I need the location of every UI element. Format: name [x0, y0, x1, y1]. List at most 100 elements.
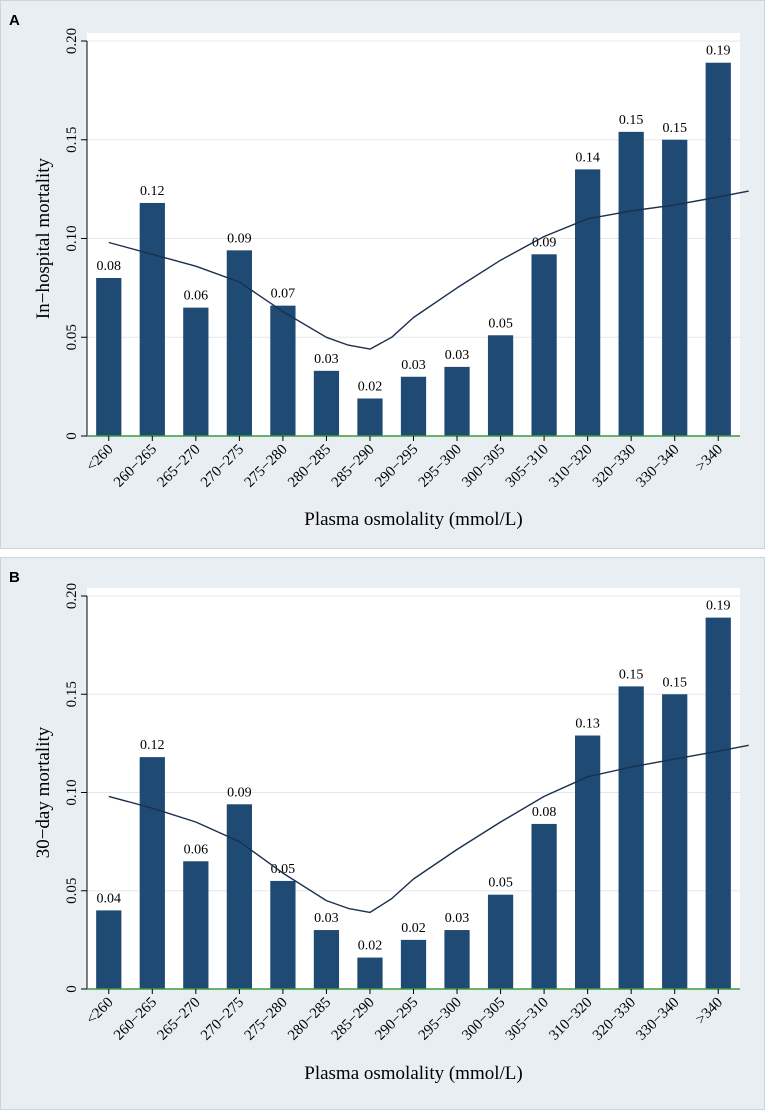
bar-11 — [575, 169, 601, 436]
y-tick-label: 0 — [64, 985, 80, 993]
bar-14 — [705, 62, 731, 436]
bar-value-label: 0.19 — [706, 599, 731, 614]
x-tick-label: 320−330 — [590, 442, 639, 491]
bar-value-label: 0.03 — [445, 348, 470, 363]
bar-13 — [662, 139, 688, 436]
bar-value-label: 0.08 — [532, 805, 557, 820]
y-tick-label: 0.10 — [64, 779, 80, 805]
bar-value-label: 0.15 — [619, 113, 644, 128]
fitted-curve — [108, 744, 749, 914]
x-tick-label: 305−310 — [503, 995, 552, 1044]
bar-value-label: 0.08 — [97, 259, 122, 274]
x-tick-label: 295−300 — [416, 442, 465, 491]
bar-value-label: 0.05 — [271, 862, 296, 877]
x-tick-label: 285−290 — [329, 442, 378, 491]
bar-value-label: 0.09 — [227, 785, 252, 800]
y-tick-label: 0.15 — [64, 681, 80, 707]
x-tick-label: <260 — [83, 442, 116, 475]
x-tick-label: 275−280 — [242, 995, 291, 1044]
fitted-curve — [108, 190, 749, 350]
bar-3 — [226, 804, 252, 989]
x-tick-label: 290−295 — [372, 442, 421, 491]
x-tick-label: 310−320 — [546, 995, 595, 1044]
bar-value-label: 0.05 — [488, 316, 513, 331]
bar-11 — [575, 735, 601, 989]
bar-value-label: 0.15 — [619, 667, 644, 682]
bar-value-label: 0.07 — [271, 287, 296, 302]
y-axis-title: In−hospital mortality — [33, 157, 54, 319]
bar-1 — [139, 202, 165, 436]
panel-label: B — [9, 569, 20, 586]
chart-a: A 0 0.05 0.10 0.15 0.20 In−hospital mortality 0… — [9, 12, 749, 530]
bar-4 — [270, 305, 296, 436]
y-tick-label: 0.05 — [64, 324, 80, 350]
x-tick-label: 300−305 — [459, 442, 508, 491]
x-tick-label: 300−305 — [459, 995, 508, 1044]
bar-value-label: 0.06 — [184, 842, 209, 857]
bar-value-label: 0.03 — [445, 911, 470, 926]
bar-4 — [270, 880, 296, 989]
bar-value-label: 0.02 — [358, 379, 383, 394]
x-tick-label: 265−270 — [155, 995, 204, 1044]
bar-value-label: 0.13 — [575, 717, 600, 732]
x-tick-label: <260 — [83, 995, 116, 1028]
bar-7 — [400, 939, 427, 989]
x-tick-label: 305−310 — [503, 442, 552, 491]
x-tick-label: 330−340 — [633, 442, 682, 491]
bar-value-label: 0.03 — [401, 358, 426, 373]
bar-8 — [444, 930, 470, 989]
y-tick-label: 0.05 — [64, 878, 80, 904]
bar-0 — [96, 278, 122, 436]
x-tick-label: 265−270 — [155, 442, 204, 491]
bar-2 — [183, 307, 209, 436]
bar-10 — [531, 823, 557, 989]
bar-5 — [313, 370, 340, 436]
x-tick-label: 310−320 — [546, 442, 595, 491]
bar-10 — [531, 254, 557, 436]
bar-14 — [705, 617, 731, 989]
panel-a: A 0 0.05 0.10 0.15 0.20 In−hospital mortality 0… — [0, 0, 765, 549]
bar-1 — [139, 757, 165, 989]
bar-value-label: 0.14 — [575, 150, 600, 165]
bar-9 — [487, 894, 514, 989]
x-tick-label: 280−285 — [285, 995, 334, 1044]
y-tick-label: 0.20 — [64, 583, 80, 609]
bar-6 — [357, 398, 383, 436]
y-tick-label: 0.15 — [64, 127, 80, 153]
x-tick-label: 320−330 — [590, 995, 639, 1044]
x-axis-title: Plasma osmolality (mmol/L) — [304, 509, 522, 530]
y-axis-title: 30−day mortality — [33, 726, 54, 858]
bar-2 — [183, 861, 209, 989]
bar-value-label: 0.09 — [532, 235, 557, 250]
bar-value-label: 0.19 — [706, 44, 731, 59]
bar-value-label: 0.15 — [662, 121, 687, 136]
bar-value-label: 0.06 — [184, 289, 209, 304]
bar-7 — [400, 376, 427, 436]
bar-5 — [313, 930, 340, 989]
x-tick-label: 270−275 — [198, 442, 247, 491]
x-tick-label: >340 — [693, 442, 726, 475]
bar-value-label: 0.12 — [140, 184, 165, 199]
bar-value-label: 0.02 — [401, 921, 426, 936]
y-tick-label: 0.10 — [64, 225, 80, 251]
bar-value-label: 0.15 — [662, 675, 687, 690]
x-tick-label: 275−280 — [242, 442, 291, 491]
bar-9 — [487, 335, 514, 436]
x-tick-label: 270−275 — [198, 995, 247, 1044]
y-tick-label: 0.20 — [64, 28, 80, 54]
bar-value-label: 0.09 — [227, 231, 252, 246]
bar-value-label: 0.04 — [97, 891, 122, 906]
x-tick-label: 290−295 — [372, 995, 421, 1044]
bar-12 — [618, 131, 644, 436]
x-tick-label: 260−265 — [111, 995, 160, 1044]
x-tick-label: 285−290 — [329, 995, 378, 1044]
bar-value-label: 0.12 — [140, 738, 165, 753]
panel-label: A — [9, 12, 20, 29]
x-tick-label: 330−340 — [633, 995, 682, 1044]
bar-6 — [357, 957, 383, 989]
chart-b: B 0 0.05 0.10 0.15 0.20 30−day mortality 0.04 0.… — [9, 569, 749, 1084]
x-tick-label: >340 — [693, 995, 726, 1028]
bar-value-label: 0.03 — [314, 352, 339, 367]
x-tick-label: 260−265 — [111, 442, 160, 491]
x-axis-title: Plasma osmolality (mmol/L) — [304, 1063, 522, 1084]
